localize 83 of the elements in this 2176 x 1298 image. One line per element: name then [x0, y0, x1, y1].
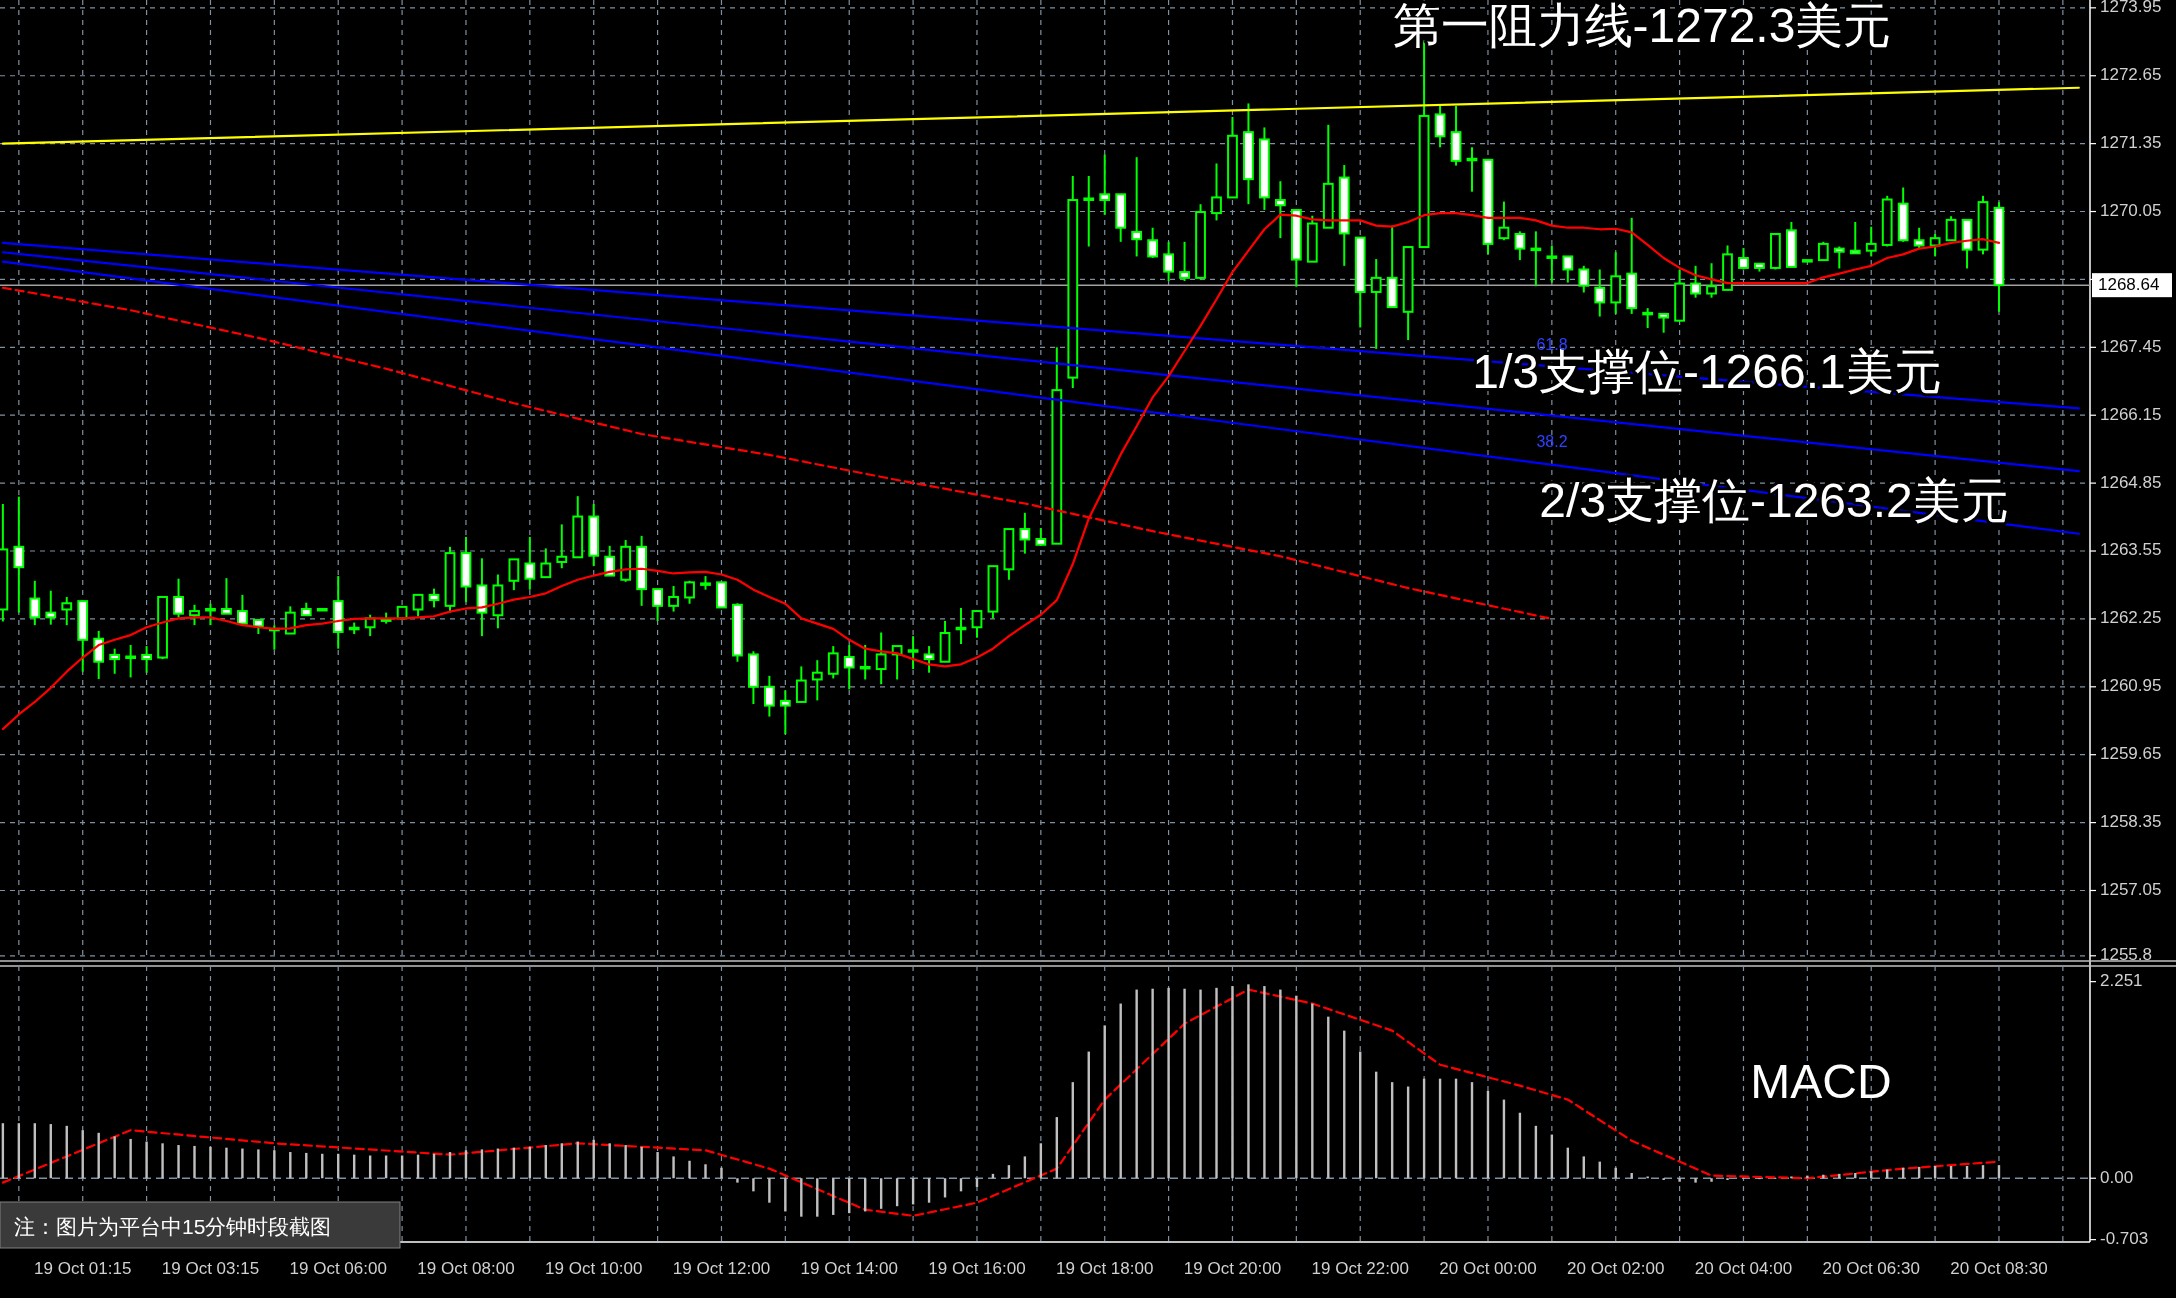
x-tick-label: 19 Oct 22:00: [1311, 1259, 1409, 1279]
x-tick-label: 20 Oct 04:00: [1694, 1259, 1793, 1279]
bar: [1183, 988, 1186, 1179]
ref-line-label: 1268.64: [2098, 274, 2160, 294]
bar: [704, 1164, 707, 1179]
y-tick-label: 1263.55: [2100, 540, 2162, 560]
y-tick-label: 1272.65: [2100, 65, 2162, 85]
bar: [1295, 995, 1298, 1179]
annotation: 38.2: [1536, 433, 1568, 450]
y-tick-label: 1264.85: [2100, 472, 2162, 492]
bar: [113, 1136, 116, 1179]
x-tick-label: 20 Oct 02:00: [1567, 1259, 1665, 1279]
bar: [1119, 1003, 1122, 1179]
bar: [257, 1149, 260, 1179]
bar: [1135, 989, 1138, 1179]
x-tick-label: 20 Oct 00:00: [1439, 1259, 1537, 1279]
bar: [1247, 984, 1250, 1179]
x-tick-label: 19 Oct 18:00: [1056, 1259, 1154, 1279]
annotation: 注：图片为平台中15分钟时段截图: [14, 1215, 332, 1238]
x-tick-label: 20 Oct 06:30: [1822, 1259, 1920, 1279]
bar: [1279, 989, 1282, 1179]
bar: [97, 1132, 100, 1179]
bar: [640, 1146, 643, 1179]
text: MACD: [1750, 1055, 1892, 1108]
bar: [736, 1178, 739, 1183]
y-tick-label: 1258.35: [2100, 812, 2162, 832]
x-tick-label: 19 Oct 20:00: [1183, 1259, 1282, 1279]
x-tick-label: 19 Oct 12:00: [672, 1259, 771, 1279]
bar: [289, 1152, 292, 1179]
y-tick-label: 1266.15: [2100, 404, 2162, 424]
y-tick-label: 1257.05: [2100, 879, 2162, 899]
bar: [1231, 986, 1234, 1179]
bar: [656, 1152, 659, 1179]
y-tick-label: 1262.25: [2100, 608, 2162, 628]
y-tick-label: 1270.05: [2100, 201, 2162, 221]
bar: [1311, 1003, 1314, 1179]
bar: [624, 1145, 627, 1179]
y-tick-label: 1267.45: [2100, 336, 2162, 356]
x-tick-label: 19 Oct 14:00: [800, 1259, 898, 1279]
bar: [1710, 1178, 1713, 1182]
bar: [1806, 1175, 1809, 1179]
bar: [177, 1145, 180, 1179]
y-tick-label: -0.703: [2100, 1229, 2149, 1249]
bar: [1215, 987, 1218, 1179]
bar: [1167, 987, 1170, 1179]
bar: [1694, 1178, 1697, 1183]
y-tick-label: 1259.65: [2100, 744, 2162, 764]
bar: [800, 1178, 803, 1217]
x-tick-label: 19 Oct 08:00: [417, 1259, 515, 1279]
bar: [768, 1178, 771, 1203]
bar: [241, 1148, 244, 1179]
y-tick-label: 1271.35: [2100, 133, 2162, 153]
bar: [688, 1160, 691, 1179]
bar: [273, 1150, 276, 1179]
bar: [784, 1178, 787, 1212]
bar: [1263, 986, 1266, 1179]
bar: [1678, 1178, 1681, 1182]
y-tick-label: 1260.95: [2100, 676, 2162, 696]
x-tick-label: 19 Oct 03:15: [161, 1259, 260, 1279]
y-tick-label: 0.00: [2100, 1167, 2134, 1187]
y-tick-label: 2.251: [2100, 971, 2143, 991]
bar: [1630, 1173, 1633, 1179]
bar: [720, 1167, 723, 1179]
x-tick-label: 19 Oct 01:15: [34, 1259, 132, 1279]
bar: [129, 1138, 132, 1179]
annotation: 第一阻力线-1272.3美元: [1392, 0, 1892, 52]
bar: [608, 1143, 611, 1179]
bar: [1151, 988, 1154, 1179]
bar: [752, 1178, 755, 1192]
bar: [193, 1145, 196, 1179]
y-tick-label: 1255.8: [2100, 945, 2152, 965]
bar: [225, 1147, 228, 1179]
x-tick-label: 19 Oct 16:00: [928, 1259, 1026, 1279]
y-tick-label: 1273.95: [2100, 0, 2162, 17]
x-tick-label: 20 Oct 08:30: [1950, 1259, 2048, 1279]
bar: [145, 1141, 148, 1179]
bar: [209, 1146, 212, 1179]
bar: [1822, 1174, 1825, 1179]
x-tick-label: 19 Oct 06:00: [289, 1259, 387, 1279]
bar: [672, 1156, 675, 1179]
bar: [161, 1143, 164, 1179]
x-tick-label: 19 Oct 10:00: [545, 1259, 643, 1279]
bar: [1199, 989, 1202, 1179]
